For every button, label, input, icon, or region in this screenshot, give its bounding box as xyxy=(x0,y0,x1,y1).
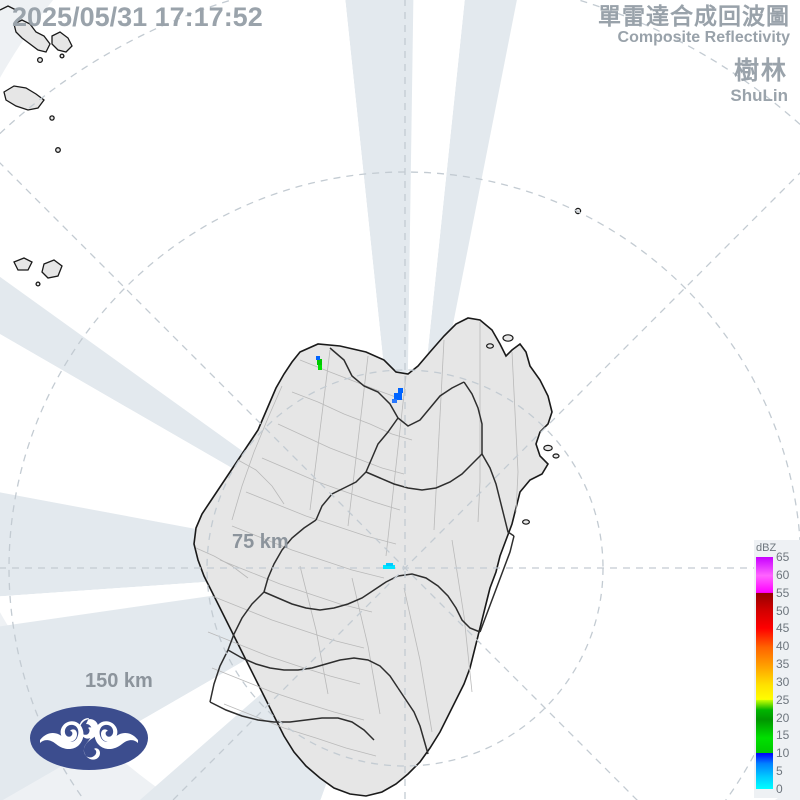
dbz-tick-15: 15 xyxy=(776,728,790,743)
station-name-en: ShuLin xyxy=(730,85,788,105)
station-block: 樹林 ShuLin xyxy=(730,57,788,105)
dbz-tick-0: 0 xyxy=(776,782,783,796)
dbz-unit-label: dBZ xyxy=(756,542,777,554)
product-title-en: Composite Reflectivity xyxy=(617,28,790,46)
dbz-colorbar-panel: dBZ 65 60 55 50 45 40 35 30 25 20 15 10 5 0 xyxy=(754,540,800,798)
dbz-tick-5: 5 xyxy=(776,764,783,779)
echo-northwest-coast xyxy=(316,356,322,370)
title-block: 單雷達合成回波圖 Composite Reflectivity xyxy=(598,4,790,47)
county-boundaries xyxy=(209,347,515,755)
station-name-cn: 樹林 xyxy=(733,57,788,85)
dbz-colorbar-ticks: 65 60 55 50 45 40 35 30 25 20 15 10 5 0 xyxy=(776,550,800,796)
cwa-logo xyxy=(30,706,148,770)
taiwan-landmass xyxy=(193,317,553,797)
dbz-tick-55: 55 xyxy=(776,585,790,600)
dbz-tick-50: 50 xyxy=(776,603,790,618)
dbz-tick-40: 40 xyxy=(776,639,790,654)
mainland-coast-fragment xyxy=(0,5,17,11)
logo-wave-motif xyxy=(40,718,138,760)
range-label-150km: 150 km xyxy=(85,670,153,692)
radial-nw-se xyxy=(0,162,638,800)
echo-taipei-basin xyxy=(392,388,403,403)
dbz-tick-10: 10 xyxy=(776,746,790,761)
dbz-tick-30: 30 xyxy=(776,674,790,689)
dbz-tick-65: 65 xyxy=(776,550,790,564)
echo-central xyxy=(383,563,395,569)
product-title-cn: 單雷達合成回波圖 xyxy=(598,3,790,29)
dbz-tick-45: 45 xyxy=(776,621,790,636)
dbz-tick-20: 20 xyxy=(776,710,790,725)
dbz-tick-60: 60 xyxy=(776,567,790,582)
offshore-islands xyxy=(486,207,582,525)
timestamp: 2025/05/31 17:17:52 xyxy=(12,2,263,32)
dbz-tick-35: 35 xyxy=(776,657,790,672)
dbz-colorbar-gradient xyxy=(756,557,773,789)
range-label-75km: 75 km xyxy=(232,531,289,553)
dbz-tick-25: 25 xyxy=(776,692,790,707)
